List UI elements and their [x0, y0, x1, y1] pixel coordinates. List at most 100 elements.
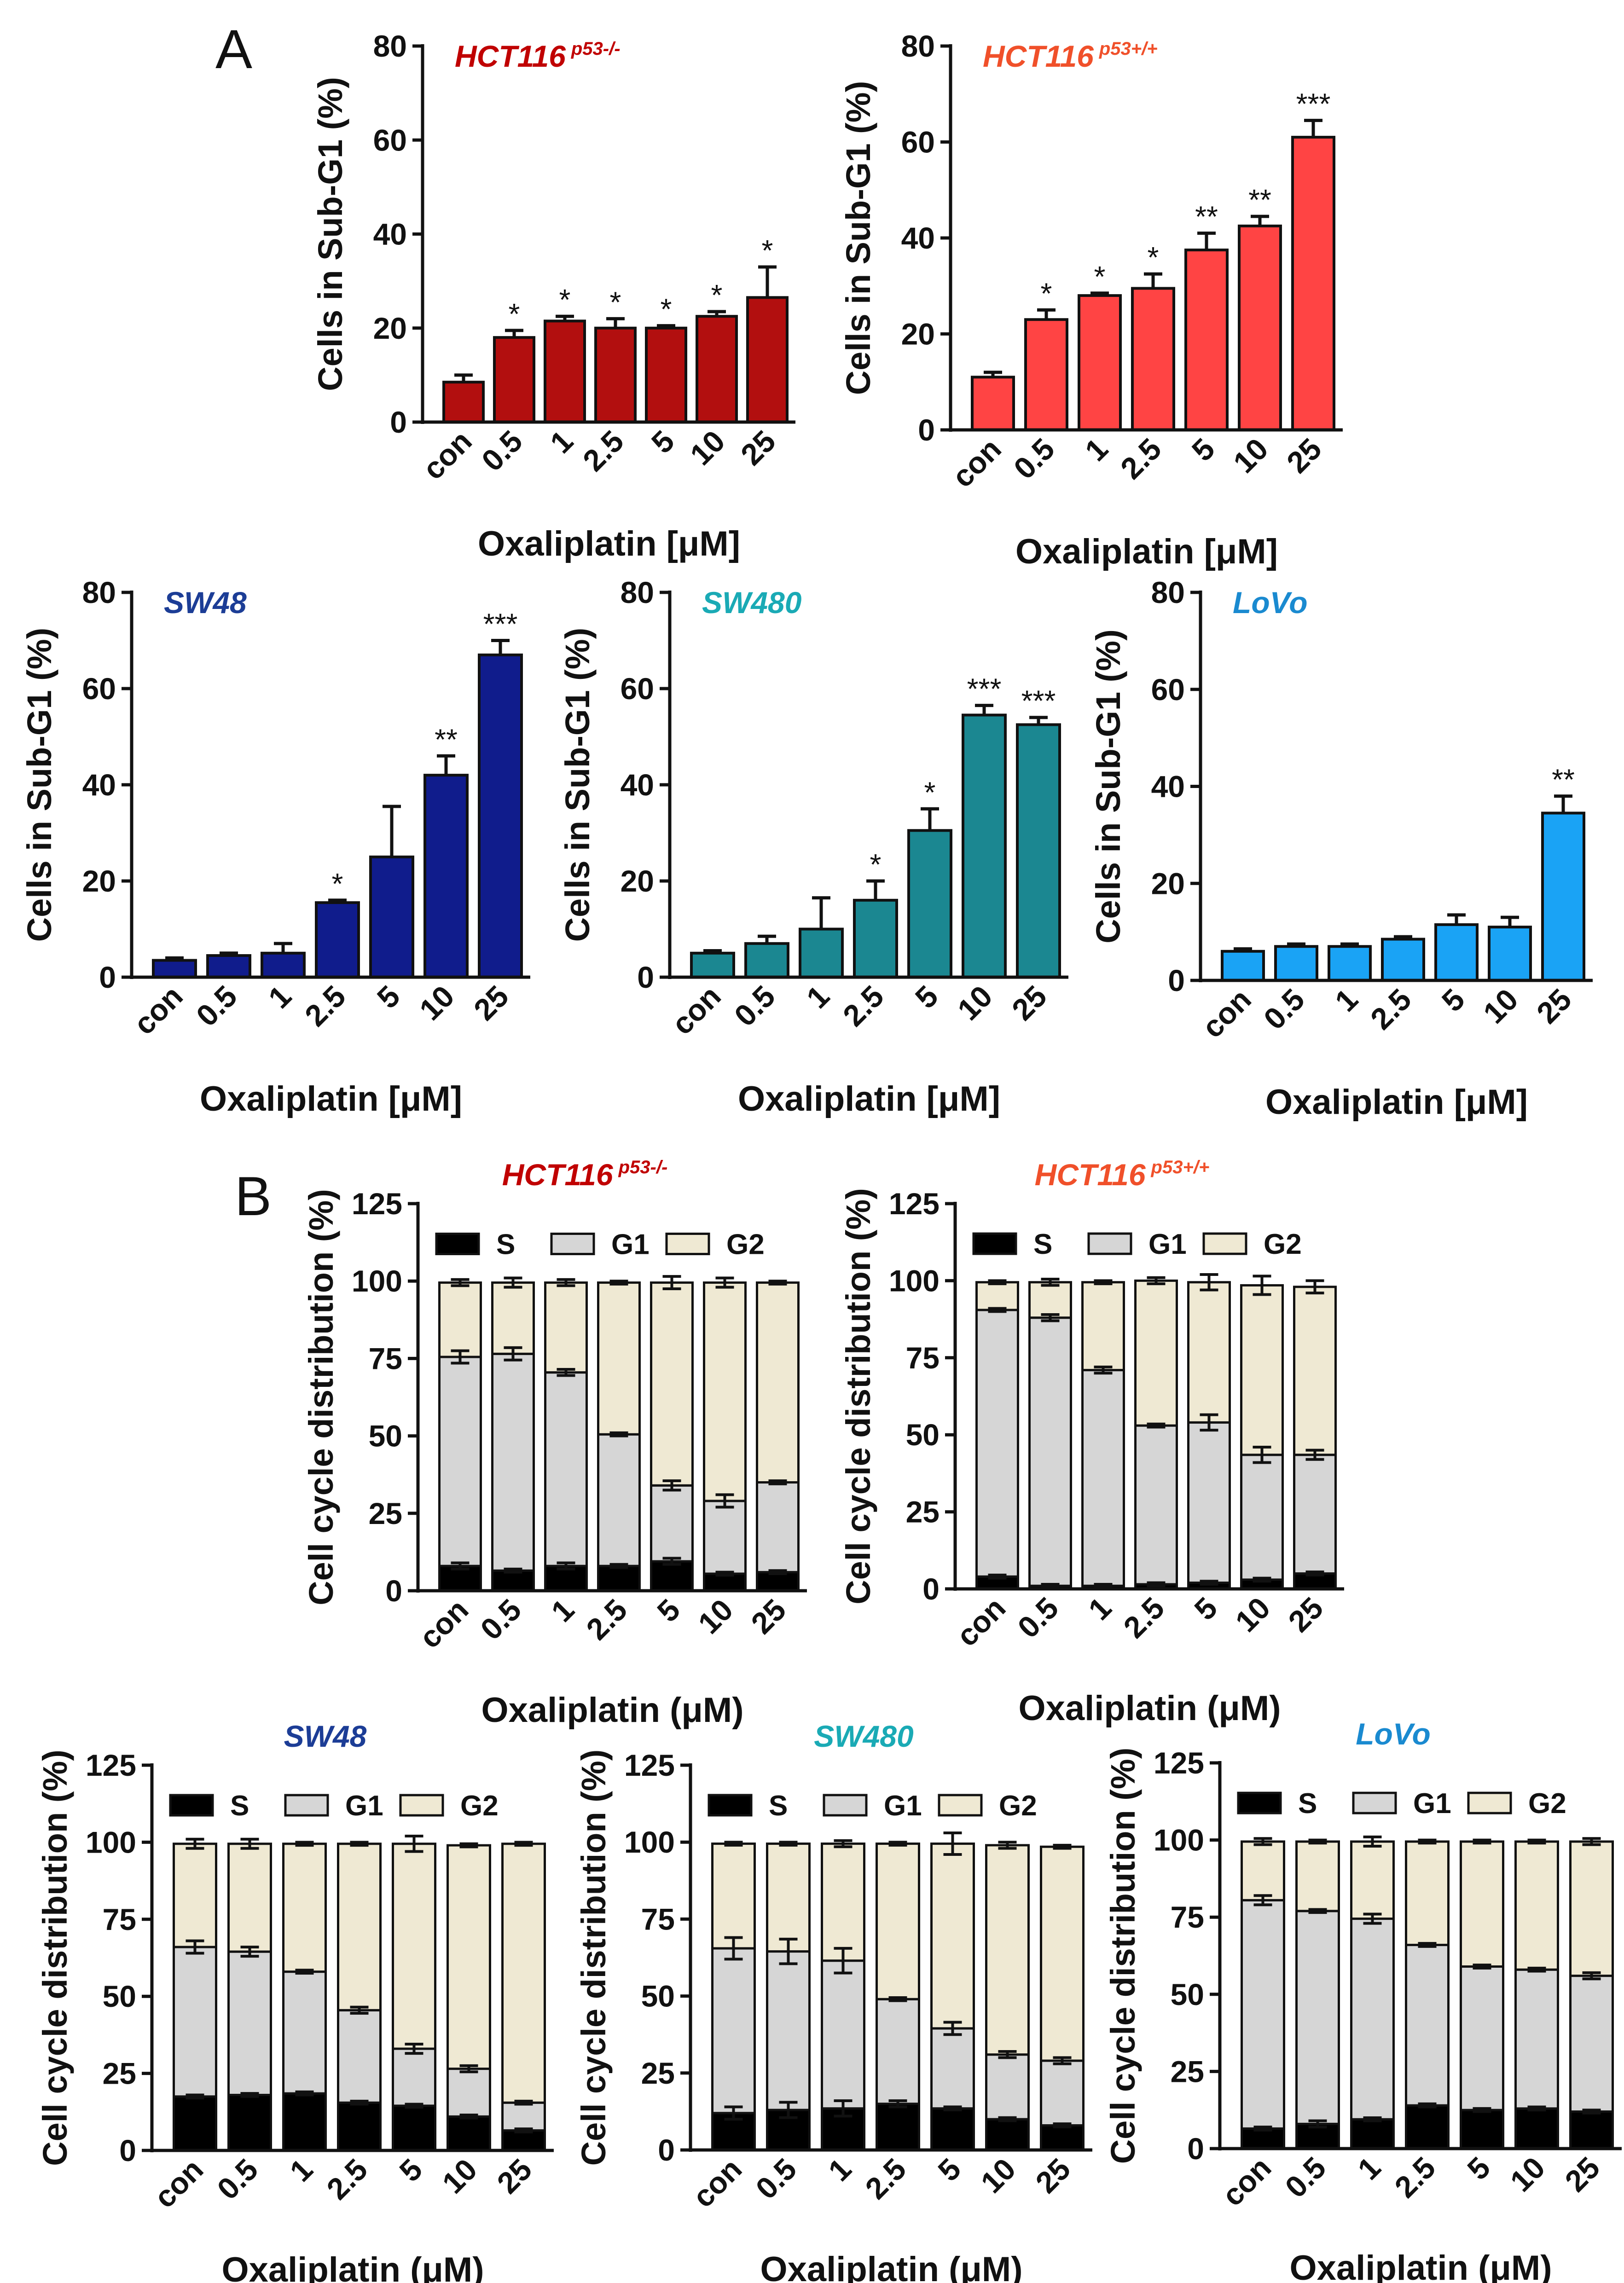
bar-segment-g1 [1295, 1910, 1340, 2125]
legend-label: G1 [345, 1790, 383, 1822]
x-tick-label: con [686, 2152, 748, 2214]
y-tick-label: 125 [624, 1748, 675, 1782]
bar-segment-g2 [282, 1843, 327, 1973]
x-tick-label: 1 [262, 979, 298, 1015]
bar-segment-g2 [1240, 1284, 1284, 1456]
y-tick-label: 75 [641, 1902, 675, 1936]
sub-g1-chart-sw48: con 0.5 1 * 2.5 5 ** 10 *** 25 0 20 40 60 80 Cells in S… [20, 575, 530, 1118]
y-tick-label: 0 [658, 2133, 675, 2167]
bar-segment-g1 [1134, 1424, 1178, 1586]
y-tick-label: 0 [922, 1572, 940, 1606]
y-tick-label: 125 [352, 1187, 402, 1221]
y-tick-label: 25 [641, 2056, 675, 2090]
panel-label-a: A [215, 18, 252, 80]
x-tick-label: 1 [544, 424, 580, 460]
y-tick-label: 50 [641, 1979, 675, 2013]
y-tick-label: 80 [901, 29, 935, 63]
y-tick-label: 80 [373, 29, 407, 63]
bar-segment-g1 [392, 2047, 436, 2107]
bar-segment-g1 [447, 2068, 491, 2118]
y-tick-label: 40 [1151, 770, 1185, 804]
bar-segment-s [1514, 2107, 1559, 2150]
y-tick-label: 75 [906, 1341, 940, 1375]
bar-segment-g1 [1187, 1421, 1231, 1584]
x-tick-label: con [950, 1591, 1012, 1653]
y-tick-label: 100 [889, 1263, 940, 1298]
chart-title-text: SW48 [164, 585, 247, 620]
x-axis-label: Oxaliplatin (μM) [481, 1691, 743, 1730]
bar-segment-g2 [703, 1281, 747, 1502]
x-tick-label: 10 [413, 979, 461, 1027]
bar-segment-g2 [985, 1844, 1030, 2056]
x-tick-label: 5 [1461, 2150, 1496, 2186]
y-tick-label: 20 [621, 864, 654, 898]
chart-title-text: LoVo [1356, 1717, 1431, 1751]
y-tick-label: 0 [119, 2133, 136, 2167]
x-tick-label: 0.5 [1278, 2150, 1332, 2204]
x-tick-label: 10 [435, 2152, 483, 2200]
significance-marker: *** [967, 672, 1002, 706]
legend-label: S [769, 1790, 788, 1822]
bar [1238, 224, 1282, 431]
x-tick-label: con [1195, 982, 1258, 1044]
bar-segment-s [447, 2115, 491, 2152]
bar-segment-g1 [703, 1500, 747, 1575]
bar-segment-g2 [597, 1281, 641, 1436]
bar-segment-g1 [1569, 1975, 1614, 2113]
bar-segment-g1 [491, 1352, 535, 1572]
bar [1381, 938, 1425, 982]
bar-segment-s [1405, 2104, 1450, 2150]
bar [1328, 945, 1372, 982]
bar-segment-g2 [173, 1843, 217, 1948]
y-tick-label: 80 [82, 575, 116, 609]
chart-title: SW480 [814, 1719, 914, 1753]
x-tick-label: 5 [393, 2152, 429, 2188]
chart-title-text: LoVo [1233, 585, 1308, 620]
bar-segment-g1 [975, 1309, 1019, 1578]
bar-segment-g2 [1295, 1840, 1340, 1912]
x-tick-label: con [147, 2152, 209, 2214]
bar-segment-g2 [1134, 1279, 1178, 1427]
bar-segment-g2 [447, 1844, 491, 2070]
significance-marker: ** [1552, 763, 1575, 796]
legend-label: S [1298, 1788, 1317, 1819]
y-tick-label: 40 [621, 768, 654, 802]
y-tick-label: 0 [1187, 2132, 1204, 2166]
x-tick-label: 0.5 [475, 424, 529, 478]
bar [1434, 923, 1479, 982]
bar [1131, 287, 1175, 432]
x-tick-label: con [412, 1593, 475, 1655]
y-tick-label: 125 [889, 1187, 940, 1221]
bar-segment-g2 [1081, 1281, 1125, 1372]
significance-marker: * [509, 297, 520, 330]
bar-segment-g2 [1241, 1840, 1285, 1901]
x-tick-label: 25 [734, 424, 782, 472]
legend-label: G2 [999, 1790, 1037, 1822]
bar-segment-g1 [597, 1433, 641, 1567]
x-tick-label: 5 [650, 1593, 686, 1628]
legend-label: G2 [460, 1790, 499, 1822]
significance-marker: * [870, 848, 882, 881]
x-tick-label: con [127, 979, 189, 1041]
significance-marker: ** [435, 723, 458, 756]
y-tick-label: 20 [373, 311, 407, 345]
x-tick-label: 0.5 [210, 2152, 264, 2206]
chart-title-superscript: p53-/- [618, 1157, 668, 1177]
significance-marker: *** [1296, 87, 1331, 121]
bar-segment-g2 [650, 1281, 694, 1487]
bar-segment-g2 [501, 1843, 546, 2104]
y-tick-label: 0 [385, 1574, 402, 1608]
bar-segment-g1 [930, 2027, 975, 2110]
legend-swatch-g2 [938, 1794, 983, 1817]
significance-marker: * [1094, 260, 1106, 293]
bar-segment-g2 [930, 1843, 975, 2030]
bar-segment-g1 [173, 1946, 217, 2098]
chart-title: HCT116 p53-/- [502, 1157, 668, 1192]
significance-marker: * [332, 867, 343, 900]
bar-segment-g2 [438, 1281, 482, 1358]
x-tick-label: 5 [1188, 1591, 1224, 1627]
x-tick-label: 2.5 [1114, 432, 1168, 486]
x-tick-label: 25 [1005, 979, 1053, 1027]
